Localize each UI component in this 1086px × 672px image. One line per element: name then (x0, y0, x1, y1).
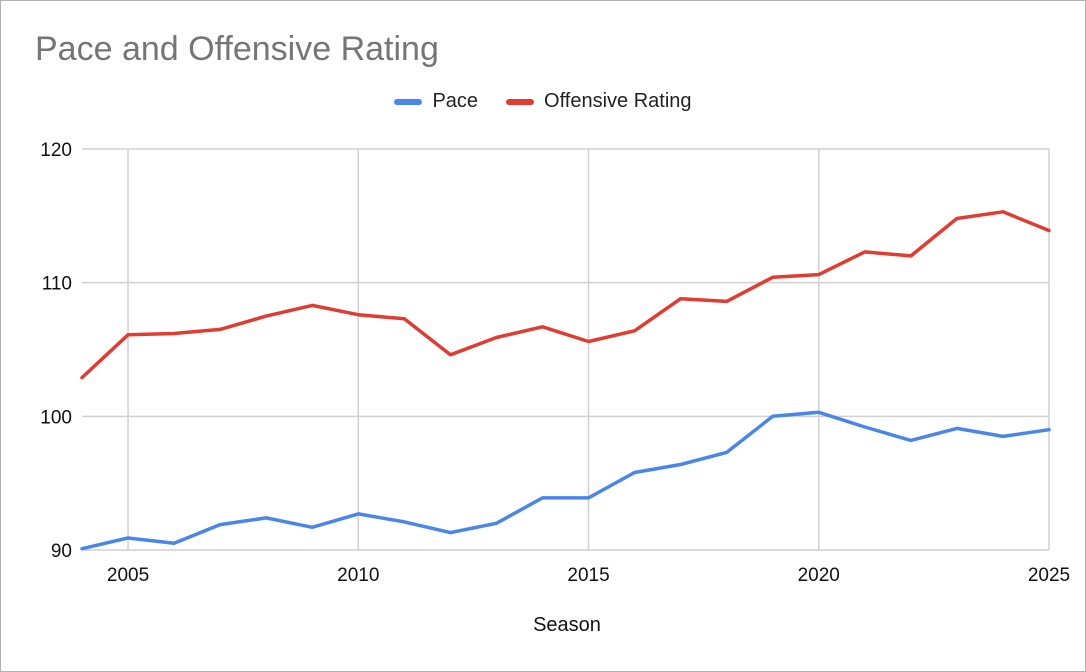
data-point-offensive-rating[interactable] (308, 301, 316, 309)
data-point-pace[interactable] (677, 461, 685, 469)
series-line-offensive-rating[interactable] (80, 210, 1051, 380)
data-point-pace[interactable] (769, 412, 777, 420)
data-point-offensive-rating[interactable] (262, 312, 270, 320)
data-point-offensive-rating[interactable] (769, 273, 777, 281)
legend-swatch-offensive-rating (506, 98, 535, 105)
x-tick-label: 2010 (337, 565, 379, 586)
data-point-pace[interactable] (723, 448, 731, 456)
series-line-pace[interactable] (80, 410, 1051, 551)
data-point-pace[interactable] (400, 518, 408, 526)
tick-labels: 90 100 110 120 2005 2010 2015 2020 2025 (40, 140, 1070, 586)
data-point-pace[interactable] (492, 519, 500, 527)
x-tick-label: 2005 (107, 565, 149, 586)
data-point-pace[interactable] (585, 494, 593, 502)
legend-item-offensive-rating[interactable]: Offensive Rating (506, 90, 692, 113)
legend-label-pace: Pace (432, 90, 479, 112)
data-point-pace[interactable] (1045, 426, 1053, 434)
data-point-offensive-rating[interactable] (216, 325, 224, 333)
x-axis-label: Season (533, 614, 601, 636)
data-point-offensive-rating[interactable] (953, 215, 961, 223)
data-point-pace[interactable] (124, 534, 132, 542)
x-tick-label: 2025 (1028, 565, 1070, 586)
data-point-offensive-rating[interactable] (354, 311, 362, 319)
data-point-pace[interactable] (262, 514, 270, 522)
legend-label-offensive-rating: Offensive Rating (544, 90, 692, 112)
series-lines (78, 208, 1053, 553)
y-tick-label: 110 (42, 274, 72, 295)
data-point-offensive-rating[interactable] (723, 297, 731, 305)
data-point-pace[interactable] (216, 521, 224, 529)
data-point-pace[interactable] (907, 436, 915, 444)
x-tick-label: 2015 (567, 565, 609, 586)
data-point-pace[interactable] (354, 510, 362, 518)
chart-legend: Pace Offensive Rating (0, 90, 1086, 113)
data-point-pace[interactable] (170, 539, 178, 547)
data-point-offensive-rating[interactable] (861, 248, 869, 256)
y-tick-label: 100 (40, 407, 72, 428)
x-tick-label: 2020 (798, 565, 840, 586)
data-point-pace[interactable] (861, 423, 869, 431)
data-point-pace[interactable] (539, 494, 547, 502)
data-point-offensive-rating[interactable] (631, 327, 639, 335)
data-point-offensive-rating[interactable] (815, 271, 823, 279)
data-point-pace[interactable] (815, 408, 823, 416)
data-point-offensive-rating[interactable] (124, 331, 132, 339)
y-tick-label: 120 (40, 140, 72, 161)
gridlines (82, 148, 1050, 551)
data-point-pace[interactable] (78, 545, 86, 553)
data-point-offensive-rating[interactable] (78, 374, 86, 382)
data-point-pace[interactable] (446, 529, 454, 537)
data-point-pace[interactable] (999, 432, 1007, 440)
data-point-pace[interactable] (631, 469, 639, 477)
data-point-offensive-rating[interactable] (677, 295, 685, 303)
chart-title: Pace and Offensive Rating (35, 30, 439, 68)
data-point-pace[interactable] (308, 523, 316, 531)
data-point-offensive-rating[interactable] (170, 330, 178, 338)
data-point-offensive-rating[interactable] (999, 208, 1007, 216)
legend-item-pace[interactable]: Pace (394, 90, 478, 113)
data-point-offensive-rating[interactable] (1045, 227, 1053, 235)
data-point-offensive-rating[interactable] (585, 338, 593, 346)
data-point-offensive-rating[interactable] (539, 323, 547, 331)
y-tick-label: 90 (51, 541, 72, 562)
data-point-pace[interactable] (953, 424, 961, 432)
data-point-offensive-rating[interactable] (400, 315, 408, 323)
data-point-offensive-rating[interactable] (446, 351, 454, 359)
data-point-offensive-rating[interactable] (907, 252, 915, 260)
data-point-offensive-rating[interactable] (492, 334, 500, 342)
legend-swatch-pace (394, 98, 423, 105)
